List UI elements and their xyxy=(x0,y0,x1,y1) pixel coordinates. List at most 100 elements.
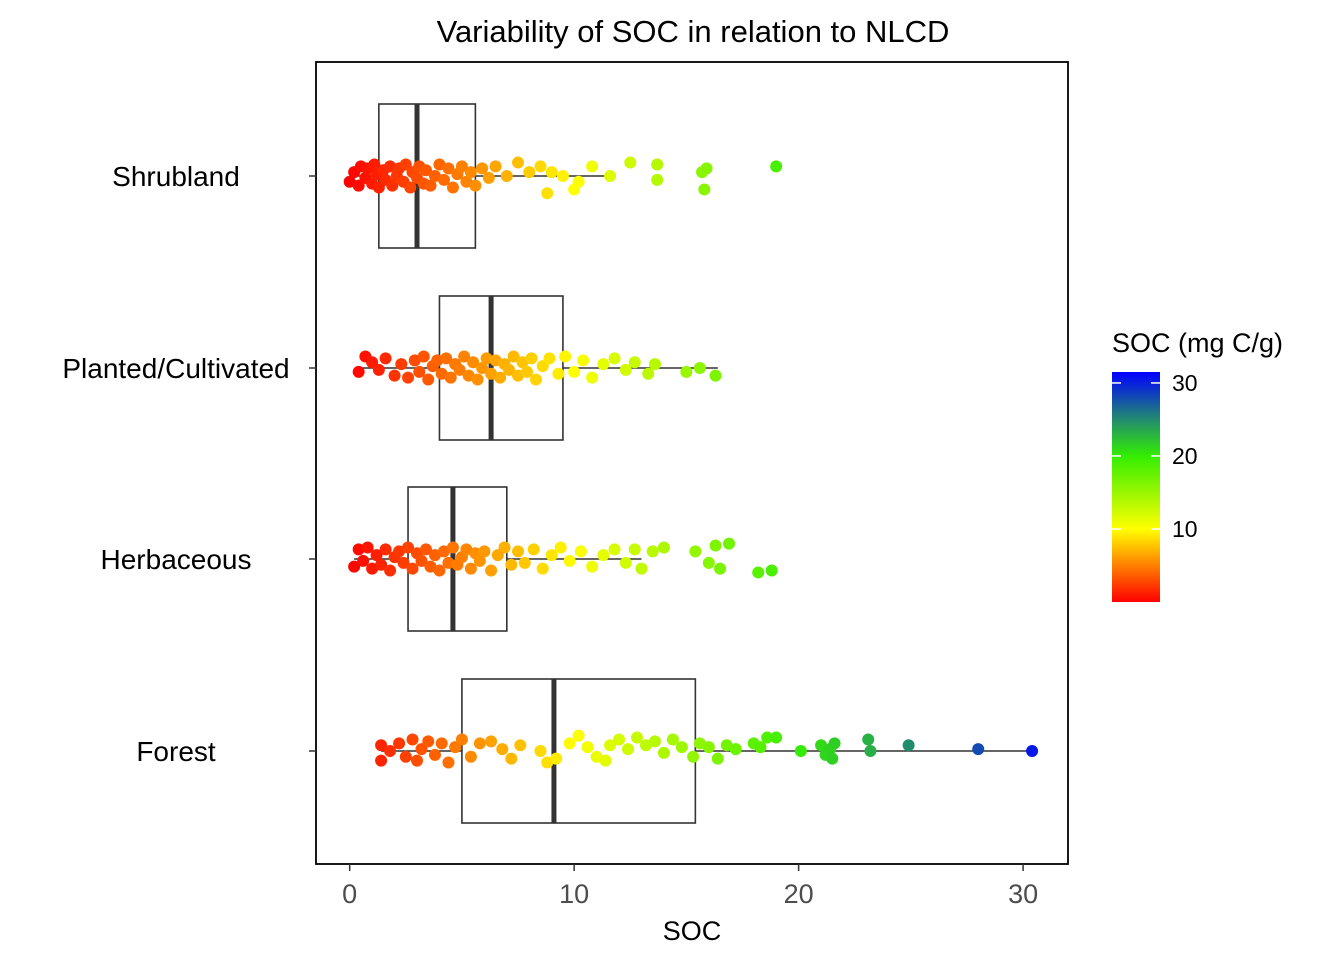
data-point xyxy=(455,733,468,746)
data-point xyxy=(709,369,722,382)
data-point xyxy=(552,367,565,380)
points-herbaceous xyxy=(348,537,778,579)
data-point xyxy=(586,160,599,173)
data-point xyxy=(500,170,513,182)
data-point xyxy=(619,363,632,376)
y-tick-label: Shrubland xyxy=(112,161,240,192)
data-point xyxy=(507,350,520,363)
data-point xyxy=(541,756,554,769)
data-point xyxy=(622,743,635,756)
data-point xyxy=(411,754,424,767)
chart-title: Variability of SOC in relation to NLCD xyxy=(437,14,950,49)
data-point xyxy=(478,545,491,558)
data-point xyxy=(1026,745,1039,757)
data-point xyxy=(657,541,670,554)
data-point xyxy=(648,735,661,748)
data-point xyxy=(435,367,448,380)
data-point xyxy=(729,743,742,756)
data-point xyxy=(433,158,446,171)
data-point xyxy=(379,352,392,365)
data-point xyxy=(689,545,702,558)
data-point xyxy=(761,731,774,744)
data-point xyxy=(512,545,525,558)
data-point xyxy=(642,367,655,380)
data-point xyxy=(559,350,572,363)
data-point xyxy=(399,750,412,763)
data-point xyxy=(444,371,457,384)
data-point xyxy=(752,566,765,579)
data-point xyxy=(675,741,688,754)
data-point xyxy=(386,179,399,192)
data-point xyxy=(574,545,587,558)
data-point xyxy=(666,733,679,746)
data-point xyxy=(375,558,388,571)
data-point xyxy=(485,735,498,748)
data-point xyxy=(489,354,502,367)
data-point xyxy=(424,179,437,192)
data-point xyxy=(419,164,432,177)
data-point xyxy=(415,554,428,567)
data-point xyxy=(348,560,361,573)
data-point xyxy=(651,173,664,186)
data-point xyxy=(485,564,498,577)
data-point xyxy=(608,543,621,556)
data-point xyxy=(581,741,594,754)
data-point xyxy=(639,739,652,752)
data-point xyxy=(476,162,489,175)
data-point xyxy=(543,352,556,365)
data-point xyxy=(402,541,415,554)
data-point xyxy=(613,733,626,746)
box xyxy=(438,295,564,441)
data-point xyxy=(505,752,518,765)
data-point xyxy=(702,556,715,569)
data-point xyxy=(384,160,397,173)
data-point xyxy=(770,160,783,173)
data-point xyxy=(563,737,576,750)
data-point xyxy=(770,731,783,744)
x-tick-label: 20 xyxy=(784,879,814,909)
data-point xyxy=(442,756,455,769)
data-point xyxy=(577,354,590,367)
y-tick-label: Herbaceous xyxy=(101,544,252,575)
data-point xyxy=(597,358,610,371)
data-point xyxy=(556,170,569,182)
data-point xyxy=(714,562,727,575)
data-point xyxy=(352,365,365,378)
legend-colorbar xyxy=(1112,372,1160,602)
data-point xyxy=(572,729,585,742)
data-point xyxy=(604,170,617,182)
data-point xyxy=(864,745,877,757)
data-point xyxy=(702,741,715,754)
data-point xyxy=(404,181,417,194)
legend-tick-label: 30 xyxy=(1172,370,1198,396)
data-point xyxy=(709,539,722,552)
data-point xyxy=(828,737,841,750)
data-point xyxy=(464,166,477,179)
data-point xyxy=(433,564,446,577)
data-point xyxy=(826,752,839,765)
data-point xyxy=(395,358,408,371)
data-point xyxy=(384,745,397,757)
data-point xyxy=(698,183,711,196)
data-point xyxy=(550,752,563,765)
data-point xyxy=(494,371,507,384)
data-point xyxy=(624,156,637,169)
y-tick-label: Planted/Cultivated xyxy=(62,353,289,384)
data-point xyxy=(765,564,778,577)
data-point xyxy=(541,187,554,200)
data-point xyxy=(505,558,518,571)
data-point xyxy=(794,745,807,757)
data-point xyxy=(343,175,356,188)
data-point xyxy=(534,160,547,173)
data-point xyxy=(619,556,632,569)
data-point xyxy=(379,543,392,556)
data-point xyxy=(648,358,661,371)
data-point xyxy=(469,179,482,192)
data-point xyxy=(370,549,383,562)
data-point xyxy=(972,743,985,756)
x-tick-label: 0 xyxy=(342,879,357,909)
data-point xyxy=(597,549,610,562)
points-forest xyxy=(375,729,1039,769)
data-point xyxy=(529,373,542,386)
data-point xyxy=(608,352,621,365)
